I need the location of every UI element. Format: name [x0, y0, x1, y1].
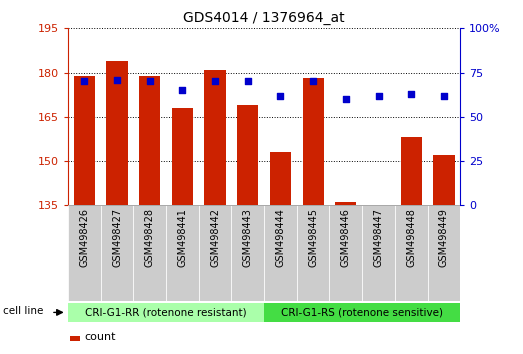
Bar	[329, 205, 362, 301]
Text: count: count	[85, 332, 116, 342]
Point	[374, 93, 383, 98]
Point	[145, 79, 154, 84]
Point	[440, 93, 448, 98]
Bar	[270, 152, 291, 205]
Bar	[362, 205, 395, 301]
Point	[342, 96, 350, 102]
Bar	[395, 205, 428, 301]
Bar	[70, 336, 79, 341]
Text: GSM498441: GSM498441	[177, 208, 187, 267]
Point	[407, 91, 415, 97]
Bar	[68, 205, 100, 301]
Text: cell line: cell line	[4, 307, 44, 316]
Bar	[264, 205, 297, 301]
Bar	[106, 61, 128, 205]
Point	[113, 77, 121, 82]
Bar	[166, 205, 199, 301]
Bar	[335, 202, 357, 205]
Title: GDS4014 / 1376964_at: GDS4014 / 1376964_at	[183, 11, 345, 24]
Bar	[68, 303, 264, 322]
Bar	[401, 137, 422, 205]
Bar	[297, 205, 329, 301]
Bar	[237, 105, 258, 205]
Bar	[204, 70, 226, 205]
Text: GSM498427: GSM498427	[112, 208, 122, 267]
Bar	[433, 155, 454, 205]
Bar	[74, 75, 95, 205]
Point	[244, 79, 252, 84]
Text: GSM498426: GSM498426	[79, 208, 89, 267]
Bar	[172, 108, 193, 205]
Point	[178, 87, 187, 93]
Text: GSM498443: GSM498443	[243, 208, 253, 267]
Bar	[302, 79, 324, 205]
Point	[276, 93, 285, 98]
Bar	[139, 75, 161, 205]
Point	[211, 79, 219, 84]
Text: GSM498442: GSM498442	[210, 208, 220, 267]
Text: GSM498428: GSM498428	[145, 208, 155, 267]
Text: CRI-G1-RR (rotenone resistant): CRI-G1-RR (rotenone resistant)	[85, 307, 247, 318]
Bar	[264, 303, 460, 322]
Text: GSM498449: GSM498449	[439, 208, 449, 267]
Bar	[133, 205, 166, 301]
Bar	[231, 205, 264, 301]
Text: GSM498444: GSM498444	[276, 208, 286, 267]
Bar	[199, 205, 231, 301]
Text: CRI-G1-RS (rotenone sensitive): CRI-G1-RS (rotenone sensitive)	[281, 307, 443, 318]
Text: GSM498446: GSM498446	[341, 208, 351, 267]
Bar	[428, 205, 460, 301]
Bar	[100, 205, 133, 301]
Point	[309, 79, 317, 84]
Text: GSM498445: GSM498445	[308, 208, 318, 267]
Text: GSM498447: GSM498447	[373, 208, 383, 267]
Point	[80, 79, 88, 84]
Text: GSM498448: GSM498448	[406, 208, 416, 267]
